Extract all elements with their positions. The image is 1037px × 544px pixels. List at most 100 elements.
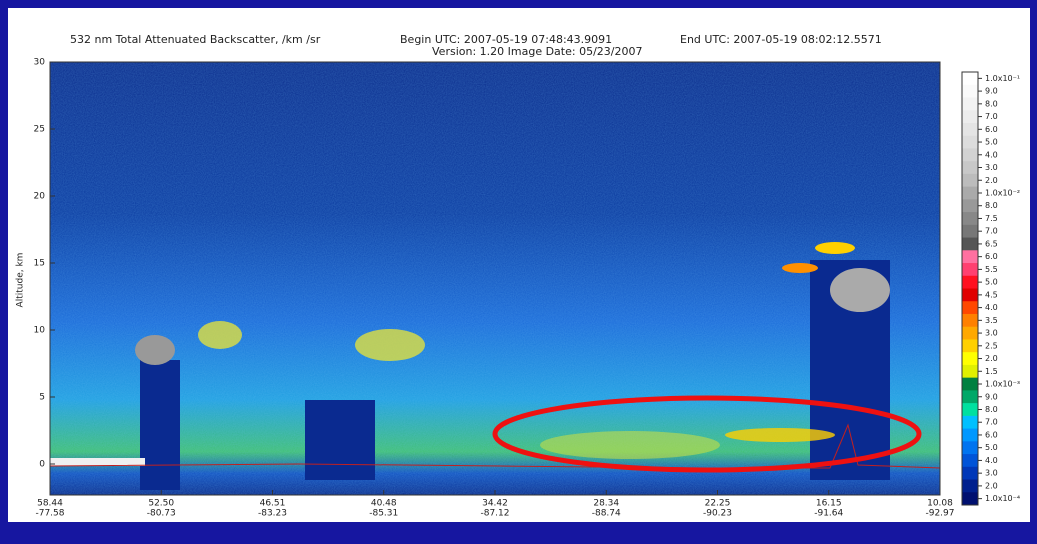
- colorbar-label: 9.0: [985, 392, 998, 401]
- colorbar-label: 7.0: [985, 112, 998, 121]
- colorbar-segment: [962, 97, 978, 111]
- colorbar-label: 6.5: [985, 239, 998, 248]
- y-tick-label: 30: [34, 58, 46, 68]
- colorbar-label: 2.0: [985, 176, 998, 185]
- colorbar-segment: [962, 403, 978, 417]
- colorbar-frame: [961, 71, 979, 506]
- colorbar-segment: [962, 352, 978, 366]
- colorbar-label: 1.0x10⁻¹: [985, 74, 1020, 83]
- x-tick-latitude: 46.51: [260, 499, 286, 509]
- colorbar-segment: [962, 288, 978, 302]
- colorbar-label: 4.0: [985, 456, 998, 465]
- y-tick-label: 20: [34, 192, 46, 202]
- colorbar-segment: [962, 377, 978, 391]
- colorbar-segment: [962, 224, 978, 239]
- colorbar-segment: [962, 415, 978, 430]
- x-tick-longitude: -85.31: [369, 509, 398, 519]
- colorbar-segment: [962, 199, 978, 213]
- colorbar-label: 5.0: [985, 138, 998, 147]
- colorbar-segment: [962, 326, 978, 340]
- x-tick-longitude: -90.23: [703, 509, 732, 519]
- colorbar-label: 6.0: [985, 125, 998, 134]
- highlight-ellipse: [492, 395, 922, 473]
- title-version: Version: 1.20 Image Date: 05/23/2007: [432, 45, 642, 58]
- colorbar-segment: [962, 173, 978, 188]
- colorbar-segment: [962, 479, 978, 493]
- colorbar-segment: [962, 212, 978, 226]
- colorbar-label: 4.0: [985, 303, 998, 312]
- colorbar-segment: [962, 122, 978, 137]
- y-tick-label: 25: [34, 125, 45, 135]
- colorbar-label: 7.5: [985, 214, 998, 223]
- colorbar-segment: [962, 339, 978, 353]
- colorbar-label: 3.0: [985, 163, 998, 172]
- x-tick-longitude: -83.23: [258, 509, 287, 519]
- y-tick-label: 10: [34, 326, 46, 336]
- colorbar-segment: [962, 110, 978, 124]
- x-tick-longitude: -77.58: [35, 509, 64, 519]
- x-tick-longitude: -91.64: [814, 509, 843, 519]
- colorbar-segment: [962, 148, 978, 162]
- colorbar-segment: [962, 135, 978, 149]
- x-tick-latitude: 10.08: [927, 499, 953, 509]
- title-product: 532 nm Total Attenuated Backscatter, /km…: [70, 33, 321, 46]
- colorbar-segment: [962, 428, 978, 442]
- x-tick-latitude: 58.44: [37, 499, 63, 509]
- y-tick-label: 5: [39, 393, 45, 403]
- title-end: End UTC: 2007-05-19 08:02:12.5571: [680, 33, 882, 46]
- colorbar-label: 1.0x10⁻³: [985, 380, 1020, 389]
- colorbar-label: 2.0: [985, 354, 998, 363]
- x-tick-latitude: 34.42: [482, 499, 508, 509]
- colorbar-segment: [962, 441, 978, 455]
- colorbar-label: 1.0x10⁻²: [985, 188, 1020, 197]
- colorbar-segment: [962, 313, 978, 328]
- x-tick-longitude: -88.74: [592, 509, 621, 519]
- colorbar-label: 5.0: [985, 443, 998, 452]
- colorbar-segment: [962, 237, 978, 251]
- colorbar-segment: [962, 161, 978, 175]
- colorbar-segment: [962, 263, 978, 277]
- colorbar-label: 1.0x10⁻⁴: [985, 494, 1020, 503]
- y-tick-label: 0: [39, 460, 45, 470]
- title-begin: Begin UTC: 2007-05-19 07:48:43.9091: [400, 33, 612, 46]
- colorbar-label: 2.5: [985, 341, 998, 350]
- colorbar-label: 8.0: [985, 405, 998, 414]
- colorbar-label: 5.0: [985, 278, 998, 287]
- backscatter-image: [50, 62, 940, 495]
- y-tick-label: 15: [34, 259, 45, 269]
- colorbar-segment: [962, 492, 978, 506]
- colorbar-label: 7.0: [985, 227, 998, 236]
- colorbar-label: 6.0: [985, 252, 998, 261]
- x-tick-latitude: 22.25: [705, 499, 731, 509]
- colorbar-label: 1.5: [985, 367, 998, 376]
- colorbar-segment: [962, 72, 978, 86]
- colorbar-label: 9.0: [985, 87, 998, 96]
- x-tick-longitude: -87.12: [480, 509, 509, 519]
- colorbar-label: 4.0: [985, 150, 998, 159]
- colorbar-segment: [962, 186, 978, 200]
- colorbar-segment: [962, 390, 978, 404]
- colorbar-segment: [962, 84, 978, 98]
- colorbar-label: 8.0: [985, 201, 998, 210]
- colorbar-segment: [962, 275, 978, 289]
- x-tick-latitude: 40.48: [371, 499, 397, 509]
- colorbar-segment: [962, 364, 978, 379]
- colorbar-label: 8.0: [985, 99, 998, 108]
- colorbar-label: 4.5: [985, 290, 998, 299]
- y-axis-label: Altitude, km: [16, 253, 26, 308]
- colorbar-label: 3.0: [985, 329, 998, 338]
- colorbar-segment: [962, 454, 978, 468]
- colorbar-label: 3.0: [985, 469, 998, 478]
- colorbar-label: 2.0: [985, 481, 998, 490]
- colorbar-label: 3.5: [985, 316, 998, 325]
- colorbar-label: 6.0: [985, 430, 998, 439]
- colorbar-segment: [962, 466, 978, 481]
- x-tick-latitude: 52.50: [148, 499, 174, 509]
- x-tick-longitude: -92.97: [925, 509, 954, 519]
- x-tick-latitude: 28.34: [593, 499, 619, 509]
- colorbar-segment: [962, 301, 978, 315]
- x-tick-latitude: 16.15: [816, 499, 842, 509]
- colorbar-label: 7.0: [985, 418, 998, 427]
- colorbar-label: 5.5: [985, 265, 998, 274]
